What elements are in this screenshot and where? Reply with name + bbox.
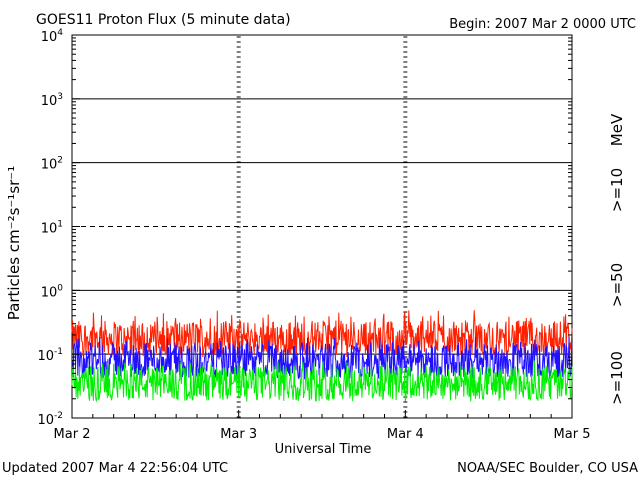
y-tick-label: 10-2: [37, 411, 63, 428]
y-tick-label: 104: [41, 28, 64, 45]
y-tick-label: 101: [41, 220, 63, 237]
series-line-50MeV: [71, 336, 573, 380]
y-tick-label: 102: [41, 156, 63, 173]
y-axis-label: Particles cm⁻²s⁻¹sr⁻¹: [5, 166, 23, 320]
legend-series-100: >=100: [608, 351, 626, 405]
y-axis-label-text: Particles cm⁻²s⁻¹sr⁻¹: [5, 166, 23, 320]
chart-title: GOES11 Proton Flux (5 minute data): [36, 12, 291, 28]
y-tick-label: 103: [41, 92, 63, 109]
begin-time-label: Begin: 2007 Mar 2 0000 UTC: [449, 17, 636, 32]
y-tick-label: 100: [41, 283, 64, 300]
credit-label: NOAA/SEC Boulder, CO USA: [457, 461, 638, 476]
series-line-10MeV: [71, 310, 573, 358]
series-layer: [71, 310, 573, 403]
updated-timestamp: Updated 2007 Mar 4 22:56:04 UTC: [2, 461, 228, 476]
x-tick-label: Mar 5: [554, 427, 591, 442]
x-axis-label: Universal Time: [275, 442, 372, 457]
legend: MeV >=10 >=50 >=100: [608, 113, 626, 405]
series-line-100MeV: [71, 360, 573, 403]
legend-unit: MeV: [608, 113, 626, 146]
x-tick-label: Mar 4: [387, 427, 424, 442]
x-tick-label: Mar 2: [54, 427, 91, 442]
legend-series-10: >=10: [608, 168, 626, 212]
axis-layer: 10-2 10-1 100 101 102 103 104 Mar 2 Mar 3 Mar 4 Ma…: [37, 28, 590, 442]
y-tick-label: 10-1: [37, 347, 63, 364]
x-tick-label: Mar 3: [220, 427, 257, 442]
legend-series-50: >=50: [608, 263, 626, 307]
